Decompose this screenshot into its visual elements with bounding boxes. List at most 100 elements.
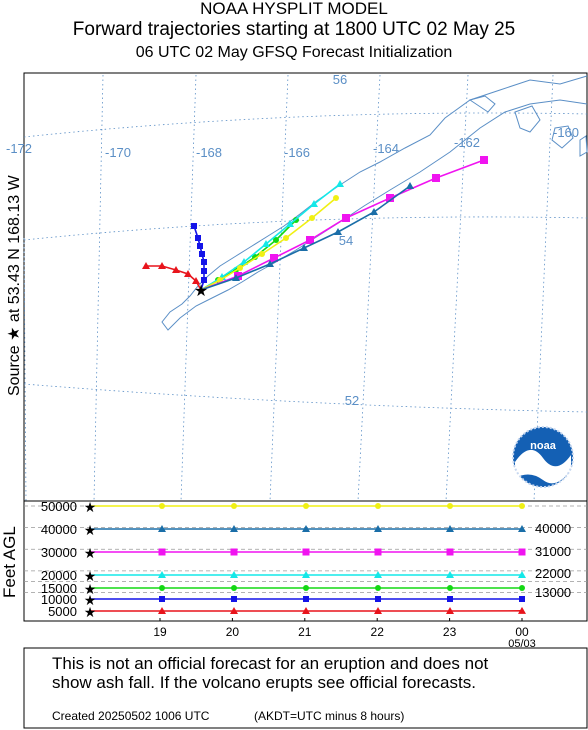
time-date-label: 05/03 xyxy=(508,638,536,650)
trajectory-marker xyxy=(266,260,274,267)
source-star-icon: ★ xyxy=(194,283,208,300)
source-star-icon: ★ xyxy=(84,581,97,597)
trajectory-marker xyxy=(303,585,309,591)
trajectory-marker xyxy=(374,525,382,532)
longitude-label: -162 xyxy=(454,135,480,150)
trajectory-marker xyxy=(184,270,192,277)
altitude-tick-label: 15000 xyxy=(41,581,77,596)
altitude-tick-label: 5000 xyxy=(48,604,77,619)
green-altitude-series xyxy=(90,585,525,591)
trajectory-marker xyxy=(519,596,525,602)
time-tick-label: 20 xyxy=(226,625,240,639)
graticule-line xyxy=(23,112,588,138)
trajectory-marker xyxy=(158,548,166,556)
source-star-icon: ★ xyxy=(84,568,97,584)
red-altitude-series xyxy=(90,606,526,614)
trajectory-marker xyxy=(447,503,453,509)
trajectory-marker xyxy=(230,525,238,532)
disclaimer-line-2: show ash fall. If the volcano erupts see… xyxy=(52,673,476,692)
trajectory-marker xyxy=(270,254,278,262)
timezone-note: (AKDT=UTC minus 8 hours) xyxy=(254,709,405,723)
trajectory-marker xyxy=(374,571,382,578)
trajectory-marker xyxy=(334,228,342,235)
chart-title: NOAA HYSPLIT MODEL xyxy=(200,0,388,18)
latitude-label: 54 xyxy=(339,233,353,248)
graticule-line xyxy=(23,237,27,502)
trajectory-marker xyxy=(273,237,279,243)
trajectory-marker xyxy=(231,585,237,591)
trajectory-marker xyxy=(446,571,454,578)
altitude-frame xyxy=(23,500,588,622)
chart-info-line: 06 UTC 02 May GFSQ Forecast Initializati… xyxy=(135,44,453,61)
trajectory-marker xyxy=(446,525,454,532)
trajectory-marker xyxy=(158,525,166,532)
source-star-icon: ★ xyxy=(84,604,97,620)
trajectory-marker xyxy=(159,596,165,602)
time-tick-label: 21 xyxy=(298,625,312,639)
footer: This is not an official forecast for an … xyxy=(24,648,588,730)
altitude-right-label: 22000 xyxy=(535,566,571,581)
yellow-altitude-series xyxy=(90,503,525,509)
altitude-right-label: 13000 xyxy=(535,585,571,600)
trajectory-marker xyxy=(191,223,197,229)
coast-segment xyxy=(514,105,541,133)
trajectory-marker xyxy=(192,277,200,284)
trajectory-marker xyxy=(446,548,454,556)
trajectory-marker xyxy=(172,266,180,273)
trajectory-marker xyxy=(259,251,265,257)
coast-segment xyxy=(579,135,588,157)
trajectory-marker xyxy=(230,548,238,556)
chart-subtitle: Forward trajectories starting at 1800 UT… xyxy=(72,19,516,40)
altitude-tick-label: 30000 xyxy=(41,545,77,560)
trajectory-marker xyxy=(159,585,165,591)
red-trajectory xyxy=(142,262,202,291)
altitude-series xyxy=(90,503,526,614)
trajectory-marker xyxy=(447,585,453,591)
blue-altitude-series xyxy=(90,596,525,602)
trajectory-marker xyxy=(370,208,378,215)
graticule-line xyxy=(23,383,588,413)
trajectory-marker xyxy=(232,274,240,281)
yellow-trajectory xyxy=(200,195,339,291)
coast-segment xyxy=(161,75,588,331)
trajectory-marker xyxy=(234,272,242,280)
trajectory-marker xyxy=(342,214,350,222)
altitude-tick-label: 20000 xyxy=(41,568,77,583)
trajectory-marker xyxy=(159,503,165,509)
footer-frame xyxy=(23,647,588,729)
trajectory-marker xyxy=(375,585,381,591)
longitude-label: -164 xyxy=(373,141,399,156)
trajectory-marker xyxy=(447,596,453,602)
longitude-label: -170 xyxy=(105,145,131,160)
trajectory-marker xyxy=(201,277,207,283)
trajectory-marker xyxy=(518,525,526,532)
noaa-logo-text: noaa xyxy=(530,440,557,452)
graticule-line xyxy=(23,216,588,241)
teal-altitude-series xyxy=(90,525,526,532)
trajectory-marker xyxy=(518,548,526,556)
trajectory-marker xyxy=(262,240,270,247)
trajectory-marker xyxy=(283,235,289,241)
trajectory-marker xyxy=(333,195,339,201)
longitude-label: -166 xyxy=(284,145,310,160)
altitude-tick-label: 40000 xyxy=(41,522,77,537)
source-location-label: Source ★ at 53.43 N 168.13 W xyxy=(6,175,23,396)
latitude-label: 52 xyxy=(345,393,359,408)
trajectory-marker xyxy=(306,236,314,244)
trajectory-marker xyxy=(158,607,166,614)
source-star-icon: ★ xyxy=(84,499,97,515)
header: NOAA HYSPLIT MODEL Forward trajectories … xyxy=(0,0,588,66)
noaa-logo: noaa xyxy=(512,426,574,488)
trajectory-marker xyxy=(519,503,525,509)
altitude-right-label: 31000 xyxy=(535,544,571,559)
trajectory-marker xyxy=(446,607,454,614)
trajectory-marker xyxy=(230,607,238,614)
trajectory-marker xyxy=(197,243,203,249)
trajectory-marker xyxy=(230,571,238,578)
trajectory-marker xyxy=(518,571,526,578)
trajectory-marker xyxy=(302,548,310,556)
source-star-icon: ★ xyxy=(84,545,97,561)
altitude-tick-label: 50000 xyxy=(41,499,77,514)
trajectory-marker xyxy=(336,180,344,187)
